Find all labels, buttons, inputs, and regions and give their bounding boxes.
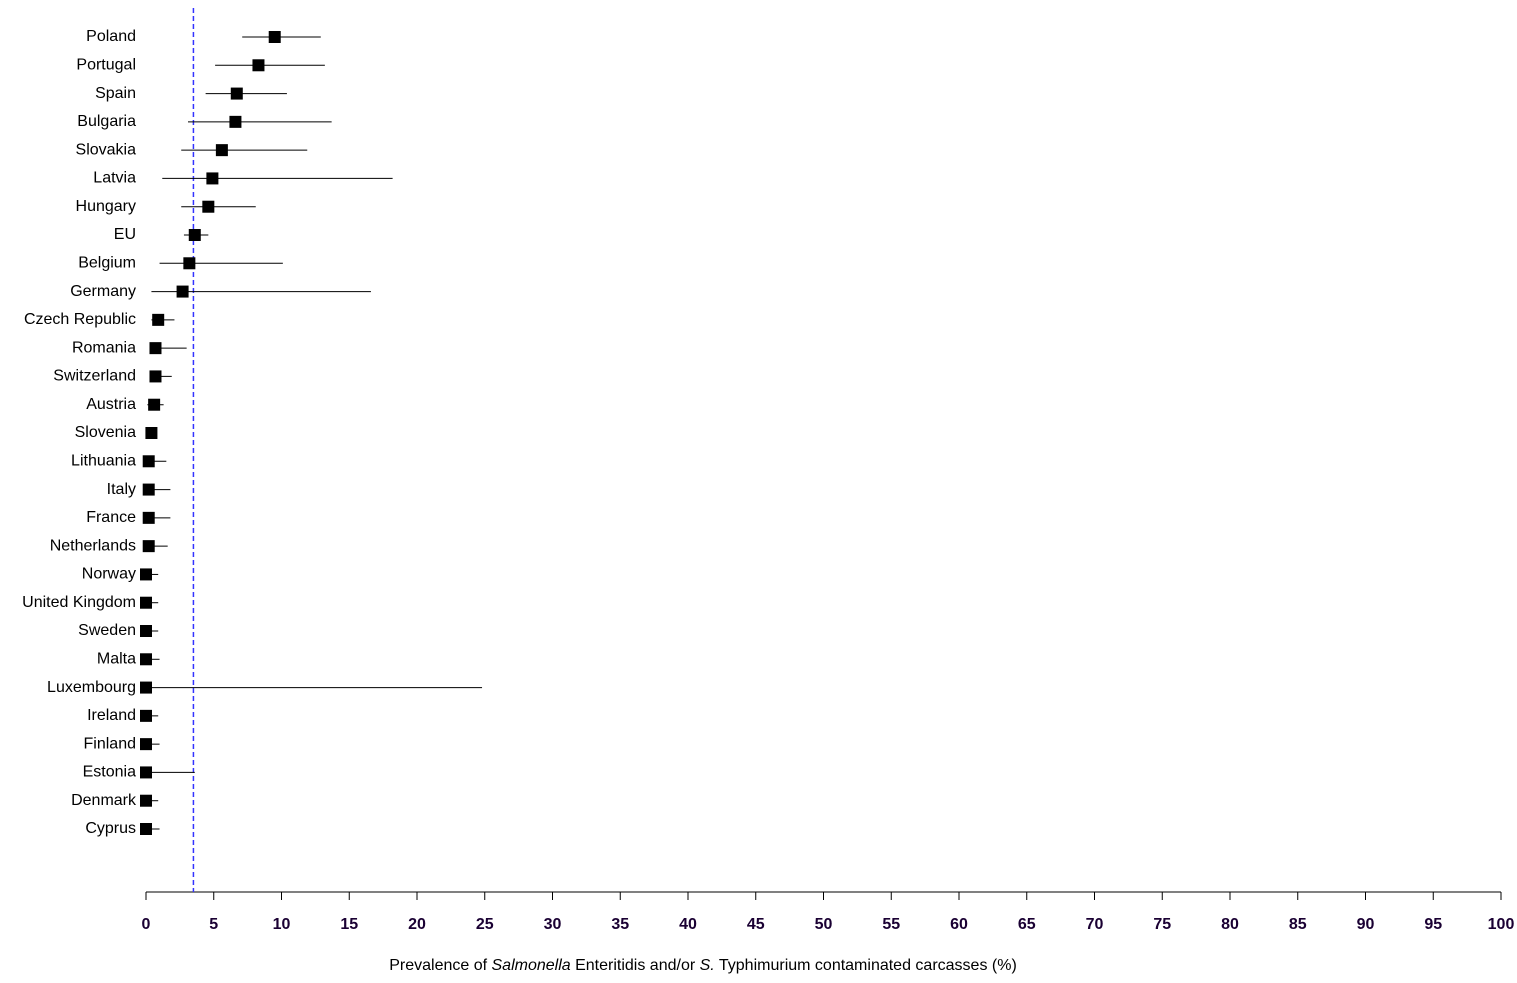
point-estimate (152, 313, 165, 326)
category-label: EU (114, 226, 136, 243)
point-estimate (142, 540, 155, 553)
point-estimate (230, 87, 243, 100)
x-axis-label-part: Enteritidis and/or (571, 957, 700, 974)
x-axis-label-part: Typhimurium contaminated carcasses (%) (715, 957, 1017, 974)
point-estimate (188, 229, 201, 241)
x-axis-label-part: S. (700, 957, 715, 974)
category-label: Austria (86, 396, 136, 413)
category-label: Romania (72, 339, 136, 356)
x-tick-label: 50 (815, 916, 833, 933)
point-estimate (215, 144, 228, 157)
category-label: France (86, 509, 136, 526)
category-label: Slovenia (75, 424, 136, 441)
x-tick-label: 65 (1018, 916, 1036, 933)
x-tick-label: 70 (1086, 916, 1104, 933)
x-tick-label: 25 (476, 916, 494, 933)
category-label: Cyprus (85, 820, 136, 837)
point-estimate (142, 455, 155, 468)
category-label: Finland (84, 735, 136, 752)
point-estimate (229, 115, 242, 128)
category-label: Germany (70, 283, 136, 300)
category-label: Spain (95, 85, 136, 102)
point-estimate (145, 427, 158, 439)
category-label: Latvia (93, 170, 136, 187)
category-label: Ireland (87, 707, 136, 724)
point-estimate (202, 200, 215, 213)
point-estimate (206, 172, 219, 185)
category-label: Norway (82, 566, 136, 583)
point-estimate (140, 596, 152, 609)
x-tick-label: 0 (142, 916, 151, 933)
point-estimate (183, 257, 196, 270)
x-tick-label: 10 (273, 916, 291, 933)
category-label: Luxembourg (47, 679, 136, 696)
point-estimate (140, 823, 152, 835)
category-label: Estonia (83, 764, 136, 781)
x-tick-label: 5 (209, 916, 218, 933)
category-label: Malta (97, 651, 136, 668)
x-tick-label: 55 (882, 916, 900, 933)
category-label: Belgium (78, 255, 136, 272)
x-tick-label: 40 (679, 916, 697, 933)
category-label: Denmark (71, 792, 137, 809)
x-tick-label: 75 (1153, 916, 1171, 933)
x-tick-label: 85 (1289, 916, 1307, 933)
x-tick-label: 15 (340, 916, 358, 933)
point-estimate (149, 370, 162, 383)
category-label: Italy (107, 481, 136, 498)
point-estimate (140, 794, 152, 807)
x-tick-label: 95 (1424, 916, 1442, 933)
category-label: Poland (86, 28, 136, 45)
x-axis-label-part: Salmonella (492, 957, 571, 974)
x-tick-label: 45 (747, 916, 765, 933)
category-label: United Kingdom (22, 594, 136, 611)
point-estimate (140, 709, 152, 722)
point-estimate (140, 738, 152, 751)
category-label: Sweden (78, 622, 136, 639)
point-estimate (140, 653, 152, 666)
category-label: Netherlands (50, 537, 136, 554)
x-axis-label-part: Prevalence of (389, 957, 491, 974)
category-label: Bulgaria (77, 113, 136, 130)
x-tick-label: 60 (950, 916, 968, 933)
point-estimate (252, 59, 265, 72)
point-estimate (140, 568, 152, 581)
point-estimate (142, 483, 155, 496)
point-estimate (140, 625, 152, 637)
x-axis-label: Prevalence of Salmonella Enteritidis and… (389, 957, 1017, 974)
point-estimate (176, 285, 189, 298)
point-estimate (268, 31, 281, 43)
point-estimate (148, 398, 161, 411)
x-tick-label: 100 (1488, 916, 1515, 933)
point-estimate (140, 681, 152, 694)
x-tick-label: 90 (1357, 916, 1375, 933)
point-estimate (149, 342, 162, 355)
category-label: Czech Republic (24, 311, 136, 328)
point-estimate (140, 766, 152, 779)
category-label: Hungary (76, 198, 136, 215)
x-tick-label: 20 (408, 916, 426, 933)
point-estimate (142, 511, 155, 524)
category-label: Lithuania (71, 453, 136, 470)
category-label: Portugal (76, 57, 136, 74)
x-tick-label: 35 (611, 916, 629, 933)
category-label: Switzerland (53, 368, 136, 385)
category-label: Slovakia (76, 141, 137, 158)
x-tick-label: 30 (544, 916, 562, 933)
x-tick-label: 80 (1221, 916, 1239, 933)
